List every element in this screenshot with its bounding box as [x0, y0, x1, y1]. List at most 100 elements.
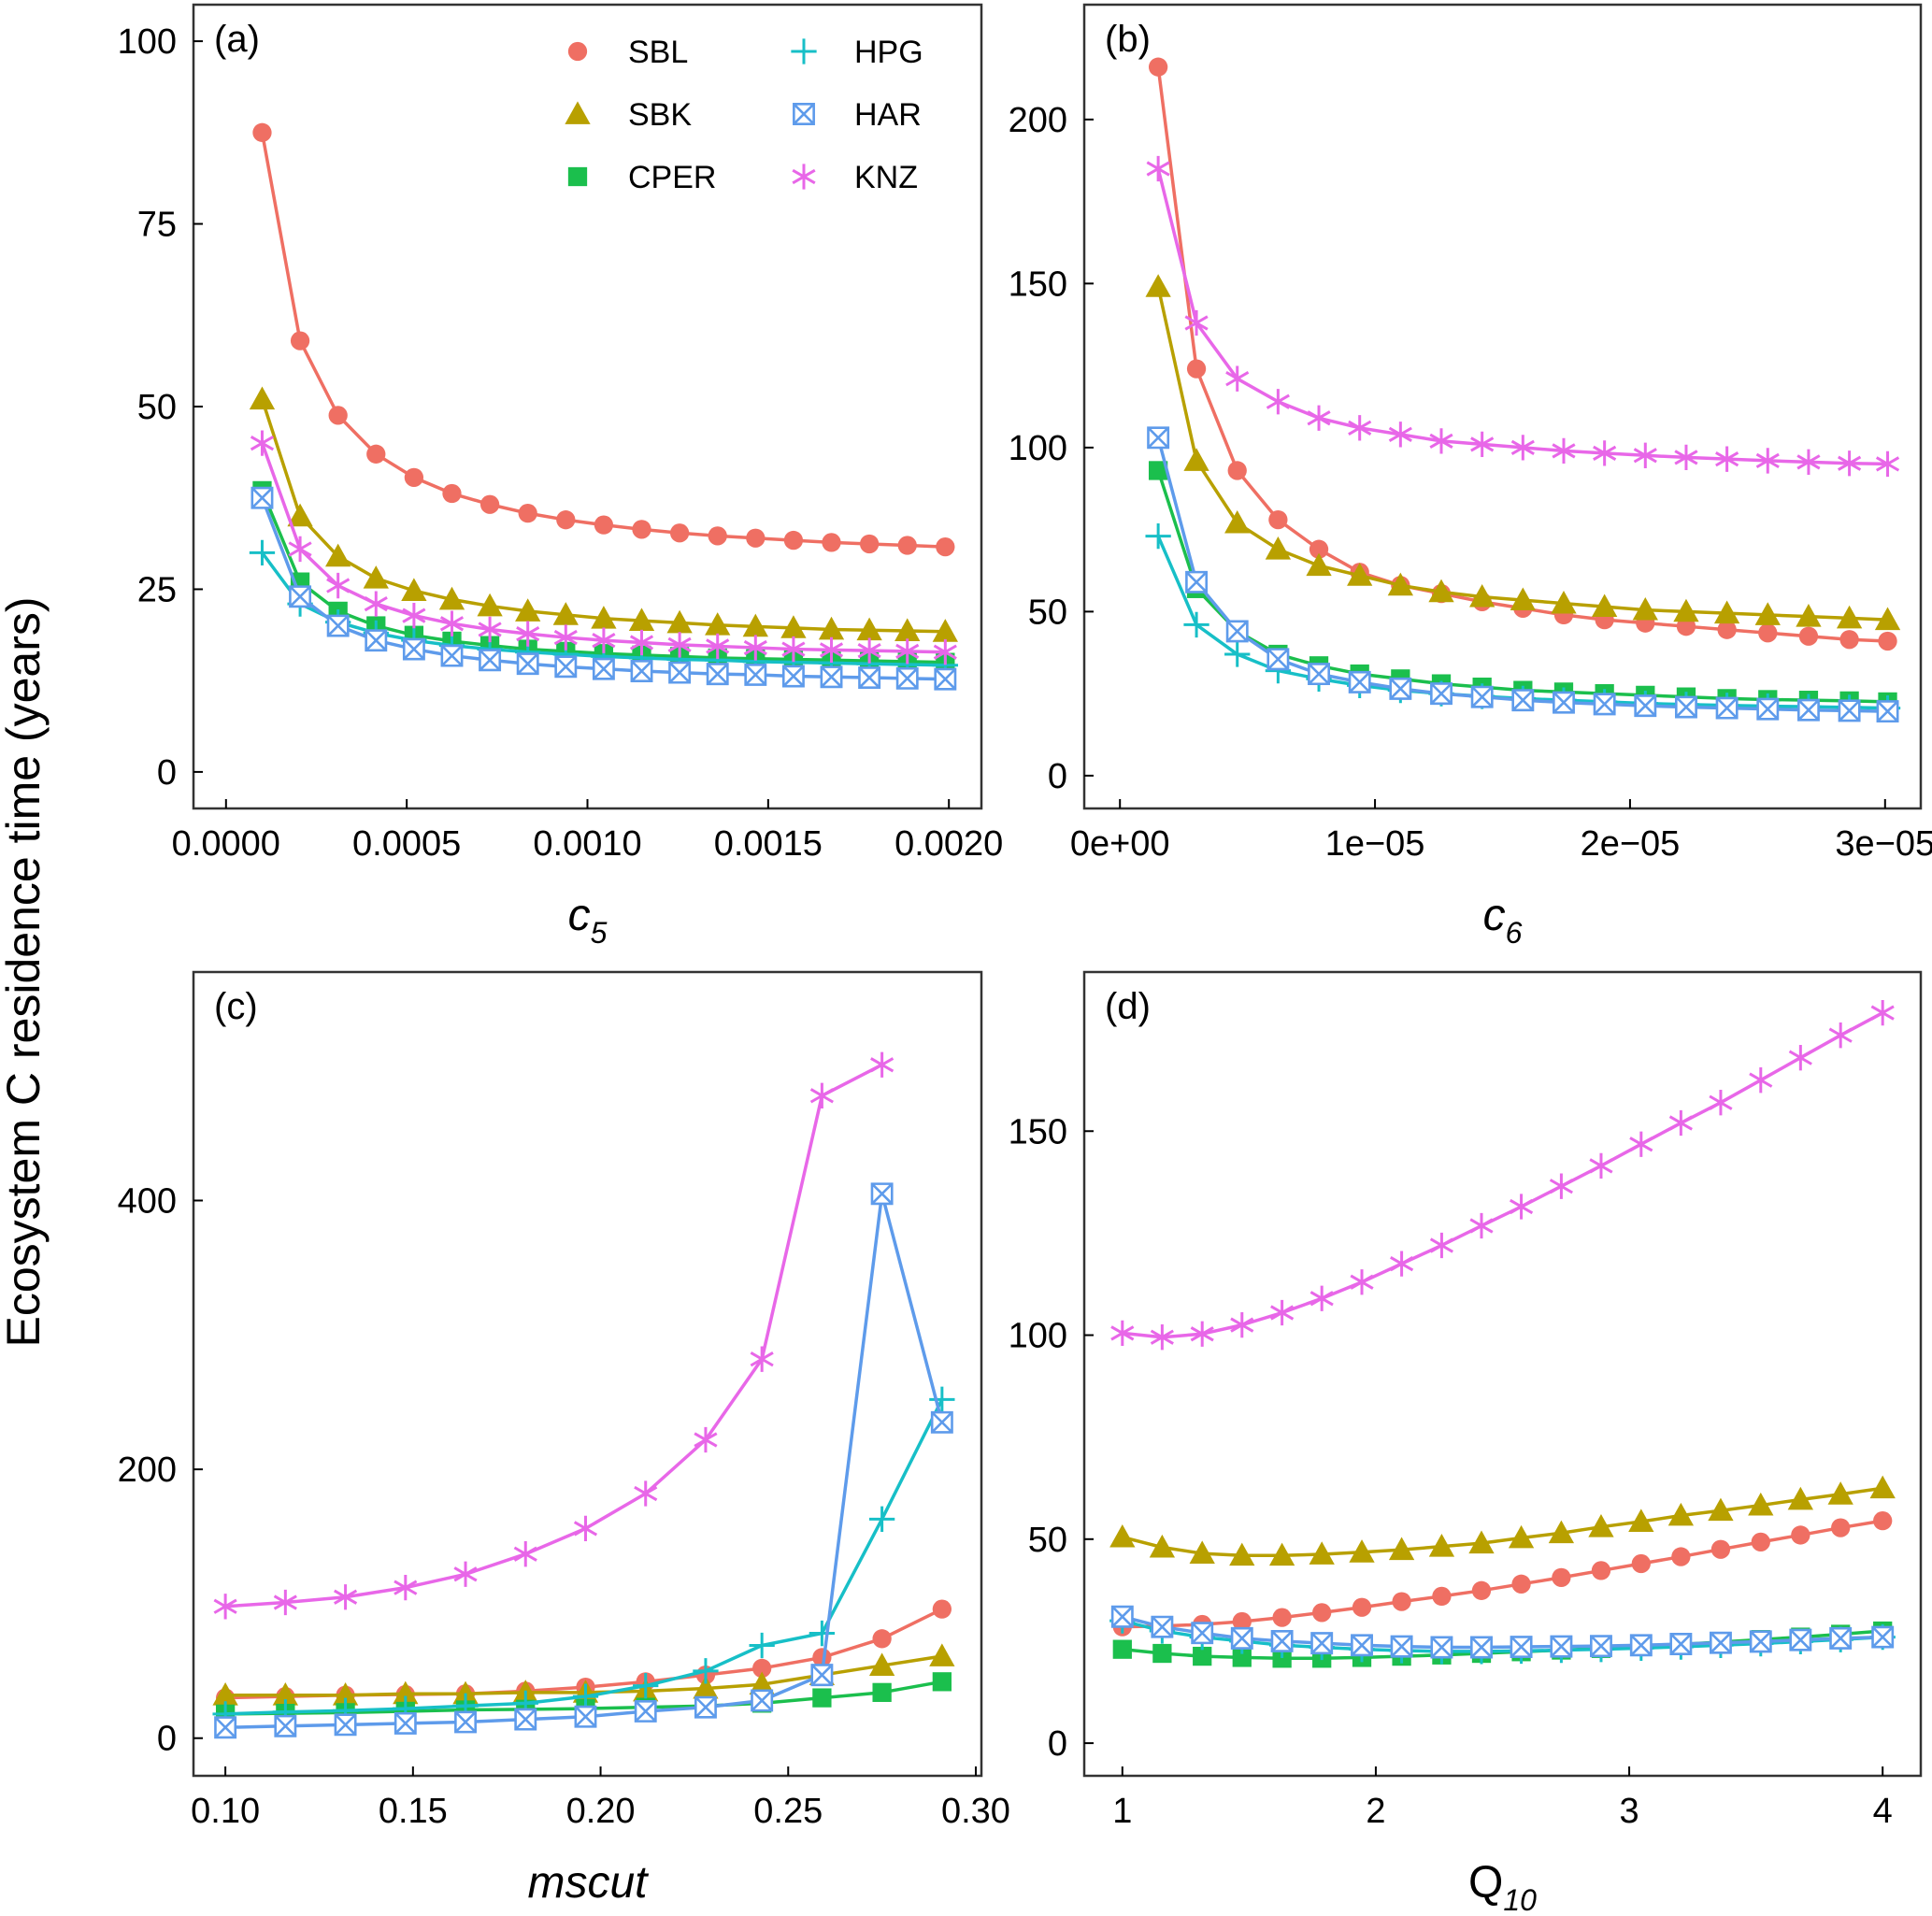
- panel-d-sbk-point: [1748, 1492, 1774, 1516]
- panel-a-knz-point: [553, 624, 578, 651]
- panel-d-cper-point: [1272, 1649, 1292, 1668]
- panel-b-sbl-point: [1839, 630, 1859, 650]
- legend-hpg-marker-icon: [791, 38, 817, 64]
- panel-d-sbk-point: [1388, 1537, 1415, 1561]
- panel-a-y-tick-label: 0: [157, 753, 177, 793]
- panel-a-knz-point: [516, 621, 540, 647]
- panel-b-y-tick-label: 200: [1009, 101, 1067, 140]
- panel-a-knz-point: [857, 637, 881, 664]
- panel-a-series-sbl-line: [260, 132, 946, 549]
- panel-c-cper-point: [872, 1682, 892, 1702]
- panel-a-sbl-point: [936, 536, 955, 557]
- panel-c-har-point: [394, 1711, 417, 1735]
- panel-a-sbk-point: [818, 616, 845, 640]
- panel-d-series-knz: [1110, 1000, 1895, 1351]
- panel-a-har-point: [250, 486, 274, 509]
- legend-cper-label: CPER: [628, 160, 716, 195]
- panel-c: 0.10 0.15 0.20 0.25 0.30 0 200 400 (c) mscut: [118, 970, 1010, 1908]
- panel-a-sbl-point: [594, 515, 614, 535]
- panel-d-label: (d): [1105, 986, 1151, 1027]
- panel-a-sbk-point: [363, 565, 389, 589]
- panel-b-knz-point: [1715, 446, 1739, 472]
- panel-b-har-point: [1470, 685, 1494, 708]
- legend-knz-marker-icon: [792, 164, 816, 190]
- panel-d-sbk-point: [1827, 1481, 1853, 1505]
- panel-c-knz-point: [513, 1541, 537, 1567]
- panel-d-sbk-point: [1667, 1502, 1695, 1526]
- panel-d-y-tick-label: 150: [1009, 1112, 1067, 1151]
- panel-b-har-point: [1838, 699, 1861, 722]
- panel-b-har-point: [1147, 426, 1170, 450]
- panel-b-sbk-point: [1510, 587, 1536, 611]
- panel-a-sbl-point: [404, 467, 424, 487]
- panel-a-har-point: [440, 644, 464, 667]
- panel-d-sbk-point: [1309, 1541, 1335, 1565]
- panel-d-har-point: [1191, 1622, 1214, 1645]
- panel-b-x-tick-label: 2e−05: [1581, 824, 1681, 864]
- panel-d-sbk-point: [1268, 1542, 1295, 1566]
- panel-a-x-tick-label: 0.0015: [714, 824, 823, 864]
- panel-b-sbk-point: [1591, 593, 1618, 618]
- panel-c-hpg-point: [929, 1386, 955, 1412]
- panel-a-knz-point: [819, 636, 844, 663]
- panel-b-sbk-point: [1796, 604, 1822, 627]
- panel-d-y-tick-label: 100: [1009, 1317, 1067, 1356]
- panel-a-har-point: [744, 663, 767, 686]
- panel-b-series-knz: [1146, 155, 1900, 478]
- panel-b-har-point: [1756, 697, 1780, 721]
- panel-a-series-har: [250, 486, 957, 691]
- panel-d-knz-point: [1629, 1131, 1653, 1157]
- panel-a-knz-point: [781, 636, 806, 663]
- panel-a-har-point: [706, 663, 729, 686]
- panel-c-sbk-point: [868, 1652, 895, 1676]
- panel-d-sbl-point: [1511, 1574, 1531, 1594]
- panel-a-sbk-point: [628, 608, 655, 631]
- panel-d-sbk-point: [1349, 1539, 1375, 1563]
- panel-a-x-tick-label: 0.0000: [172, 824, 280, 864]
- panel-a-sbk-point: [401, 578, 427, 601]
- panel-d-sbl-point: [1272, 1608, 1292, 1627]
- panel-c-hpg-point: [749, 1632, 775, 1659]
- panel-c-x-tick-label: 0.25: [753, 1792, 823, 1831]
- panel-d-x-tick-label: 1: [1112, 1792, 1132, 1831]
- panel-a-har-point: [402, 637, 425, 661]
- panel-d-knz-point: [1150, 1324, 1174, 1351]
- panel-b-y-tick-label: 100: [1009, 429, 1067, 468]
- panel-b-sbk-point: [1551, 590, 1577, 614]
- panel-b-sbk-point: [1469, 583, 1496, 608]
- panel-a-har-point: [781, 665, 805, 688]
- panel-d-knz-point: [1709, 1090, 1733, 1116]
- panel-b-knz-point: [1470, 431, 1495, 458]
- panel-a-har-point: [630, 660, 653, 682]
- panel-b-sbk-point: [1224, 509, 1251, 534]
- panel-a-hpg-point: [249, 539, 276, 566]
- panel-d-knz-point: [1350, 1269, 1374, 1295]
- panel-a-har-point: [326, 614, 350, 637]
- panel-c-y-tick-label: 0: [157, 1720, 177, 1759]
- panel-a-x-tick-label: 0.0020: [894, 824, 1003, 864]
- panel-c-y-tick-label: 400: [118, 1181, 177, 1221]
- panel-a-knz-point: [592, 627, 616, 653]
- panel-c-hpg-point: [809, 1620, 836, 1647]
- panel-d-har-point: [1749, 1630, 1772, 1653]
- panel-d-sbl-point: [1432, 1586, 1452, 1607]
- panel-d-series-har: [1110, 1605, 1895, 1659]
- panels-container: 0.0000 0.0005 0.0010 0.0015 0.00200255075100…: [118, 3, 1932, 1916]
- panel-a-knz-point: [478, 616, 502, 643]
- panel-c-sbk-point: [272, 1682, 298, 1706]
- panel-b-har-point: [1308, 663, 1330, 686]
- panel-b-har-point: [1511, 689, 1535, 712]
- panel-c-har-point: [334, 1713, 357, 1737]
- panel-b-sbk-point: [1306, 552, 1332, 577]
- panel-b-x-axis-label-main: c: [1483, 891, 1506, 940]
- panel-d-sbl-point: [1552, 1567, 1571, 1587]
- panel-d-har-point: [1590, 1635, 1612, 1658]
- panel-d-har-point: [1430, 1636, 1453, 1659]
- panel-c-knz-point: [453, 1561, 478, 1587]
- legend-har-label: HAR: [854, 97, 922, 133]
- panel-c-har-point: [751, 1689, 774, 1712]
- legend-cper-marker-icon: [567, 166, 588, 187]
- panel-b-sbk-point: [1713, 600, 1740, 624]
- panel-b-sbk-point: [1145, 274, 1171, 297]
- legend-knz-label: KNZ: [854, 160, 918, 195]
